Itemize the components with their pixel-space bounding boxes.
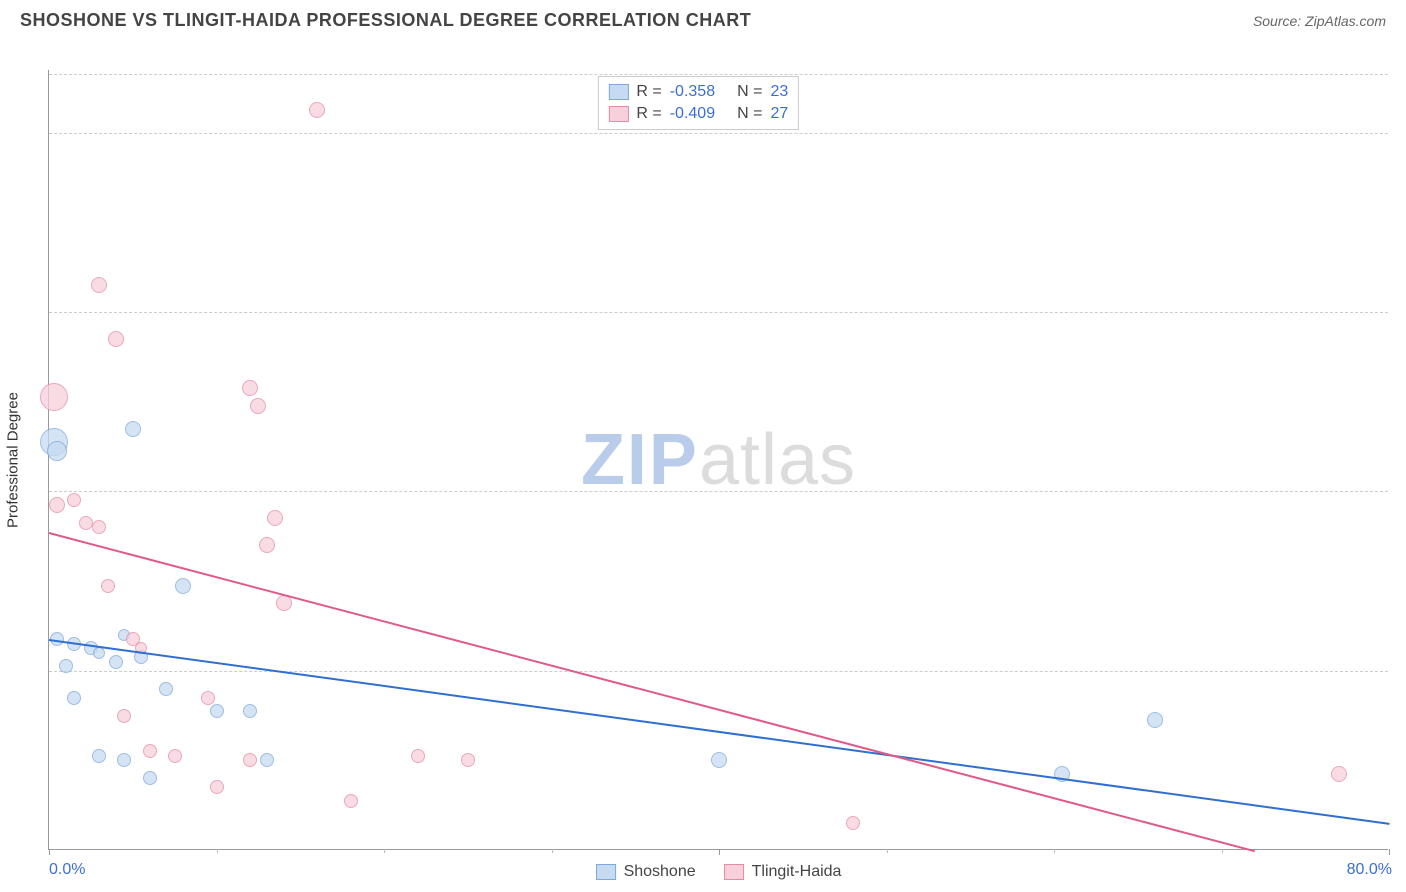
data-point [711,752,727,768]
x-tick-minor [887,849,888,853]
series-legend-item: Shoshone [596,863,696,881]
plot-area: ZIPatlas Professional Degree 0.0% 80.0% … [48,70,1388,850]
x-tick-minor [1054,849,1055,853]
x-axis-min-label: 0.0% [49,861,85,879]
data-point [125,421,141,437]
data-point [260,753,274,767]
watermark-zip: ZIP [581,420,699,500]
data-point [1147,712,1163,728]
legend-r-value: -0.358 [670,83,715,101]
data-point [108,331,124,347]
gridline [49,312,1388,313]
x-axis-max-label: 80.0% [1347,861,1392,879]
legend-r-label: R = [636,105,661,123]
data-point [168,749,182,763]
legend-swatch [608,106,628,122]
legend-n-value: 27 [770,105,788,123]
series-legend-label: Tlingit-Haida [752,863,842,881]
data-point [47,441,67,461]
data-point [210,780,224,794]
data-point [309,102,325,118]
legend-swatch [608,84,628,100]
data-point [79,516,93,530]
legend-n-value: 23 [770,83,788,101]
data-point [92,749,106,763]
data-point [201,691,215,705]
data-point [59,659,73,673]
data-point [91,277,107,293]
gridline [49,491,1388,492]
x-tick-minor [217,849,218,853]
trend-line [49,532,1256,852]
data-point [210,704,224,718]
data-point [344,794,358,808]
trend-line [49,639,1389,825]
data-point [143,744,157,758]
data-point [67,493,81,507]
data-point [243,753,257,767]
legend-r-value: -0.409 [670,105,715,123]
data-point [1331,766,1347,782]
watermark-atlas: atlas [699,420,856,500]
correlation-legend: R = -0.358 N = 23 R = -0.409 N = 27 [597,76,799,130]
x-tick [1389,849,1390,855]
legend-r-label: R = [636,83,661,101]
x-tick [719,849,720,855]
header: SHOSHONE VS TLINGIT-HAIDA PROFESSIONAL D… [0,0,1406,41]
data-point [159,682,173,696]
legend-n-label: N = [737,105,762,123]
legend-n-label: N = [737,83,762,101]
x-tick-minor [1222,849,1223,853]
series-legend-label: Shoshone [624,863,696,881]
data-point [276,595,292,611]
data-point [242,380,258,396]
series-legend-item: Tlingit-Haida [724,863,842,881]
data-point [109,655,123,669]
data-point [243,704,257,718]
correlation-legend-row: R = -0.409 N = 27 [608,103,788,125]
data-point [143,771,157,785]
data-point [40,383,68,411]
data-point [259,537,275,553]
x-tick-minor [552,849,553,853]
watermark: ZIPatlas [581,419,856,501]
data-point [117,709,131,723]
x-tick [49,849,50,855]
gridline [49,133,1388,134]
data-point [67,691,81,705]
legend-swatch [596,864,616,880]
series-legend: Shoshone Tlingit-Haida [596,863,842,881]
legend-swatch [724,864,744,880]
chart-title: SHOSHONE VS TLINGIT-HAIDA PROFESSIONAL D… [20,10,751,31]
data-point [175,578,191,594]
data-point [250,398,266,414]
data-point [267,510,283,526]
gridline [49,671,1388,672]
chart-area: ZIPatlas Professional Degree 0.0% 80.0% … [48,60,1388,840]
data-point [411,749,425,763]
correlation-legend-row: R = -0.358 N = 23 [608,81,788,103]
data-point [461,753,475,767]
data-point [49,497,65,513]
data-point [101,579,115,593]
source-attribution: Source: ZipAtlas.com [1253,13,1386,29]
data-point [846,816,860,830]
y-axis-title: Professional Degree [5,392,22,528]
data-point [117,753,131,767]
data-point [92,520,106,534]
x-tick-minor [384,849,385,853]
